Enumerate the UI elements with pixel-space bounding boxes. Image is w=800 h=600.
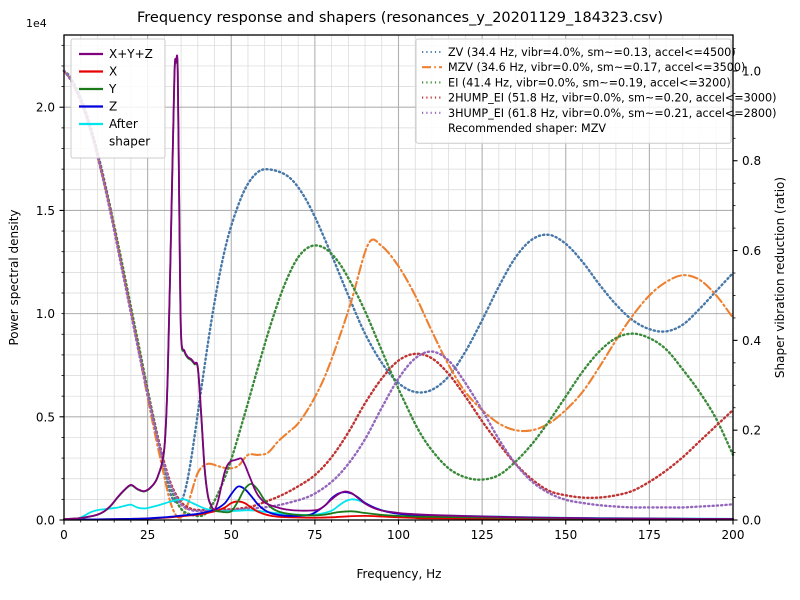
y-left-tick-label: 1.5 (36, 204, 55, 218)
x-axis-label: Frequency, Hz (357, 567, 442, 581)
y-left-tick-label: 2.0 (36, 101, 55, 115)
psd-curves (63, 54, 734, 521)
x-tick-label: 175 (638, 528, 661, 542)
shaper-legend-label-0: ZV (34.4 Hz, vibr=4.0%, sm~=0.13, accel<… (448, 46, 736, 59)
psd-curve-x-y-z (63, 54, 734, 521)
shaper-legend-label-2: EI (41.4 Hz, vibr=0.0%, sm~=0.19, accel<… (448, 76, 731, 89)
psd-legend-label-4: shaper (109, 135, 150, 149)
psd-legend-label-0: X+Y+Z (109, 47, 153, 61)
y-left-tick-label: 0.5 (36, 410, 55, 424)
psd-legend-label-3: Z (109, 100, 117, 114)
x-tick-label: 0 (60, 528, 68, 542)
y-right-tick-label: 0.4 (742, 334, 761, 348)
y-right-tick-label: 0.0 (742, 514, 761, 528)
psd-legend-label-2: Y (108, 82, 117, 96)
chart-title: Frequency response and shapers (resonanc… (137, 10, 663, 26)
x-tick-label: 75 (307, 528, 322, 542)
shaper-legend: ZV (34.4 Hz, vibr=4.0%, sm~=0.13, accel<… (415, 38, 776, 144)
y-axis-offset-text: 1e4 (26, 17, 47, 30)
x-tick-label: 50 (224, 528, 239, 542)
psd-legend-label-4: After (109, 117, 138, 131)
shaper-curves (62, 69, 735, 519)
y-left-axis-label: Power spectral density (7, 209, 21, 345)
x-tick-label: 150 (554, 528, 577, 542)
shaper-legend-box (415, 38, 732, 144)
shaper-curve-3hump_ei (62, 69, 735, 513)
y-left-tick-label: 1.0 (36, 307, 55, 321)
y-right-tick-label: 0.6 (742, 244, 761, 258)
shaper-legend-footer: Recommended shaper: MZV (448, 122, 606, 135)
x-tick-label: 25 (140, 528, 155, 542)
y-right-tick-label: 0.8 (742, 154, 761, 168)
psd-legend-box (70, 38, 166, 159)
shaper-legend-label-1: MZV (34.6 Hz, vibr=0.0%, sm~=0.17, accel… (448, 61, 745, 74)
y-right-axis-label: Shaper vibration reduction (ratio) (773, 177, 787, 378)
psd-legend-label-1: X (109, 65, 117, 79)
shaper-curve-ei (62, 69, 735, 518)
shaper-legend-label-3: 2HUMP_EI (51.8 Hz, vibr=0.0%, sm~=0.20, … (448, 92, 776, 105)
psd-legend: X+Y+Z XYZ After shaper (70, 38, 166, 159)
y-right-tick-label: 0.2 (742, 424, 761, 438)
x-tick-label: 100 (387, 528, 410, 542)
x-tick-label: 125 (471, 528, 494, 542)
shaper-legend-label-4: 3HUMP_EI (61.8 Hz, vibr=0.0%, sm~=0.21, … (448, 107, 776, 120)
y-right-tick-label: 1.0 (742, 64, 761, 78)
y-left-tick-label: 0.0 (36, 514, 55, 528)
x-tick-label: 200 (722, 528, 745, 542)
axis-ticks (59, 44, 738, 525)
